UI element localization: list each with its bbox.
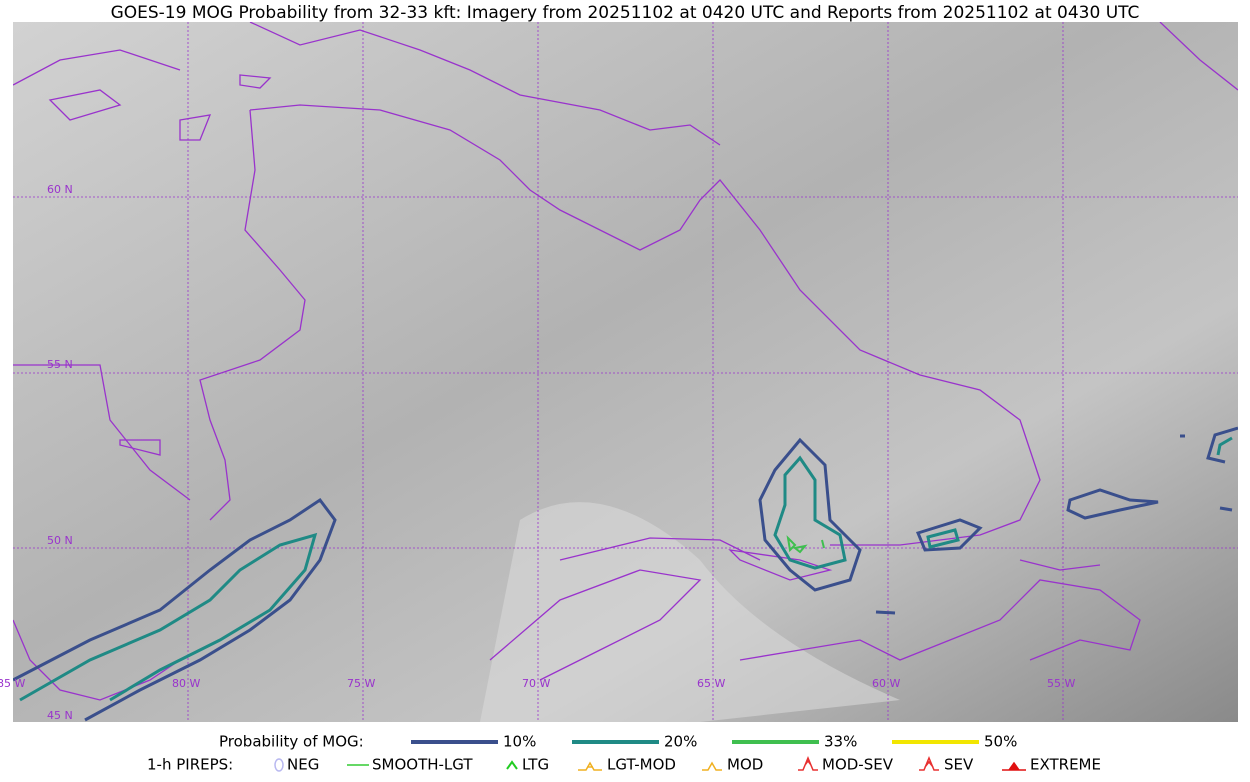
contours [13,426,1238,722]
coastlines [13,22,1238,701]
graticule-labels: 60 N 55 N 50 N 45 N 85 W 80 W 75 W 70 W 65 W 60 W… [0,183,1075,722]
lat-label: 55 N [47,358,73,371]
lon-label: 80 W [172,677,200,690]
legend-label: LTG [522,756,549,774]
map [13,22,1238,722]
graticule [13,22,1238,722]
pirep-icon [506,760,518,770]
lat-label: 60 N [47,183,73,196]
legend-label: SMOOTH-LGT [372,756,473,774]
legend-label: EXTREME [1030,756,1101,774]
lat-label: 50 N [47,534,73,547]
pirep-icon [578,761,602,771]
legend-title: 1-h PIREPS: [147,756,233,774]
lon-label: 60 W [872,677,900,690]
legend-label: 10% [503,733,536,751]
legend-label: MOD-SEV [822,756,894,774]
lon-label: 70 W [522,677,550,690]
legend: Probability of MOG: 10% 20% 33% 50% 1-h PIREP… [147,733,1101,774]
lat-label: 45 N [47,709,73,722]
pirep-icon [274,758,284,772]
lon-label: 85 W [0,677,25,690]
legend-label: NEG [287,756,319,774]
lon-label: 65 W [697,677,725,690]
pirep-icon [798,756,818,771]
lon-label: 55 W [1047,677,1075,690]
legend-label: 50% [984,733,1017,751]
legend-label: 33% [824,733,857,751]
legend-label: 20% [664,733,697,751]
pirep-icon [1002,761,1026,771]
legend-label: MOD [727,756,763,774]
legend-label: SEV [944,756,974,774]
legend-title: Probability of MOG: [219,733,364,751]
legend-label: LGT-MOD [607,756,676,774]
title: GOES-19 MOG Probability from 32-33 kft: … [111,3,1140,23]
pirep-icon [919,756,939,771]
pirep-icon [702,761,722,771]
cloud [480,502,900,722]
lon-label: 75 W [347,677,375,690]
